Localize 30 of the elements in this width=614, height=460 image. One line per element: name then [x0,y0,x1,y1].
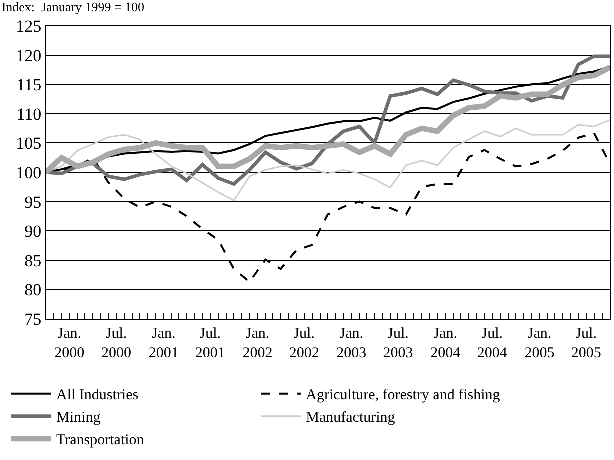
x-tick-label: Jul. 2001 [195,326,226,362]
y-tick-label: 95 [24,192,42,212]
y-tick-label: 105 [16,134,42,154]
legend-label: Agriculture, forestry and fishing [306,388,501,404]
legend-label: Transportation [56,432,145,449]
y-tick-label: 85 [24,251,42,270]
y-tick-label: 125 [16,16,42,36]
y-tick-label: 80 [24,280,42,300]
x-tick-label: Jan. 2000 [54,326,85,362]
x-tick-label: Jul. 2003 [383,326,414,362]
y-tick-label: 120 [16,46,42,66]
y-tick-label: 75 [24,310,42,329]
legend-label: Mining [56,410,102,426]
y-tick-label: 90 [24,222,42,242]
y-tick-label: 110 [16,104,42,124]
x-tick-label: Jan. 2004 [430,326,462,362]
y-tick-label: 115 [16,76,42,95]
x-tick-label: Jan. 2001 [148,326,179,362]
x-tick-label: Jan. 2003 [336,326,367,362]
y-tick-label: 100 [16,163,42,182]
line-series [46,54,610,186]
x-tick-label: Jan. 2005 [524,326,555,362]
chart-title: Index: January 1999 = 100 [2,0,145,14]
x-tick-label: Jul. 2000 [102,326,132,362]
legend-label: Manufacturing [306,410,396,426]
legend-label: All Industries [56,388,139,404]
x-tick-label: Jul. 2004 [477,326,508,362]
x-tick-label: Jul. 2002 [289,326,320,362]
x-tick-label: Jan. 2002 [242,326,273,362]
x-tick-label: Jul. 2005 [571,326,602,362]
